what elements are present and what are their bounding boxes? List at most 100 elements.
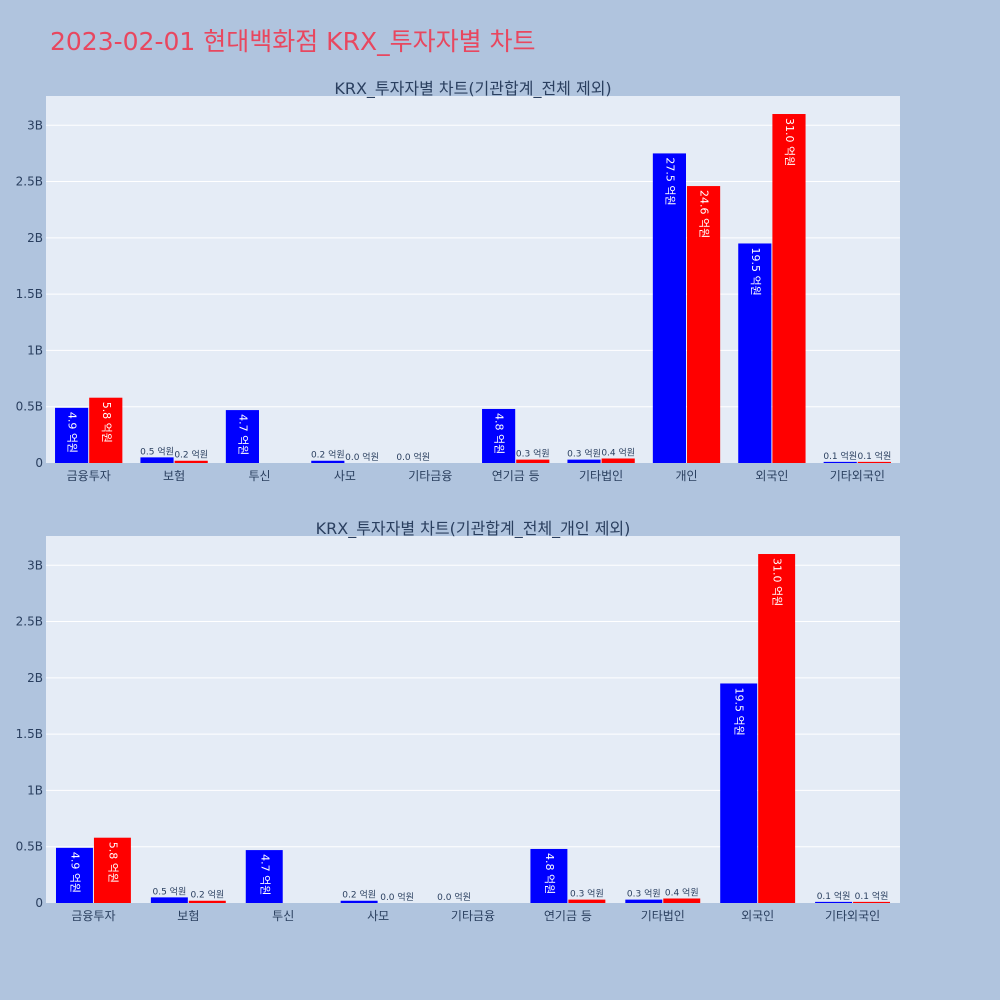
investor-chart-excluding-institution-and-individual: KRX_투자자별 차트(기관합계_전체_개인 제외) 0 0.5B 1B 1.5B 2B 2…	[16, 519, 900, 923]
bar	[857, 461, 891, 463]
bar	[815, 901, 853, 903]
bar-value-label: 0.3 억원	[570, 888, 604, 900]
bar-value-label: 0.3 억원	[567, 448, 601, 460]
bar	[567, 459, 601, 463]
bar	[758, 554, 796, 903]
bar	[225, 410, 259, 463]
bar-value-label: 0.2 억원	[174, 449, 208, 461]
bar-value-label: 24.6 억원	[698, 190, 711, 238]
bar-value-label: 0.4 억원	[665, 886, 699, 898]
y-tick-label: 0	[35, 456, 43, 470]
x-tick-label: 기타금융	[408, 469, 452, 483]
bar	[772, 114, 806, 463]
bar-value-label: 0.3 억원	[627, 888, 661, 900]
bar-value-label: 0.1 억원	[823, 450, 857, 462]
x-tick-label: 금융투자	[67, 469, 111, 483]
bar-value-label: 0.2 억원	[190, 889, 224, 901]
bar-value-label: 5.8 억원	[100, 402, 113, 443]
x-tick-label: 기타금융	[451, 909, 495, 923]
bar	[140, 457, 174, 463]
x-tick-label: 연기금 등	[544, 909, 592, 923]
bar	[482, 408, 516, 463]
x-tick-label: 투신	[272, 909, 294, 923]
x-tick-label: 외국인	[755, 469, 788, 483]
bar	[601, 458, 635, 463]
bar	[720, 683, 758, 903]
bar	[245, 850, 283, 903]
bar	[93, 837, 131, 903]
x-tick-label: 기타외국인	[830, 469, 885, 483]
bar	[311, 460, 345, 463]
x-tick-label: 개인	[675, 469, 697, 483]
bar-value-label: 5.8 억원	[106, 842, 119, 883]
y-tick-label: 3B	[27, 558, 43, 572]
x-tick-label: 기타외국인	[825, 909, 880, 923]
x-tick-label: 외국인	[741, 909, 774, 923]
bar-value-label: 0.0 억원	[396, 451, 430, 463]
bar-value-label: 0.5 억원	[140, 445, 174, 457]
y-tick-label: 1.5B	[16, 727, 43, 741]
x-tick-label: 보험	[163, 469, 185, 483]
bar	[568, 899, 606, 903]
y-tick-label: 2.5B	[16, 175, 43, 189]
chart-title: KRX_투자자별 차트(기관합계_전체 제외)	[334, 79, 611, 99]
y-tick-label: 1B	[27, 783, 43, 797]
bar	[150, 897, 188, 903]
bar-value-label: 4.9 억원	[68, 852, 81, 893]
y-tick-label: 1.5B	[16, 287, 43, 301]
x-tick-label: 보험	[177, 909, 199, 923]
bar-value-label: 0.2 억원	[311, 449, 345, 461]
bar	[530, 848, 568, 903]
y-tick-label: 0	[35, 896, 43, 910]
bar-value-label: 0.3 억원	[516, 448, 550, 460]
bar	[89, 397, 123, 463]
x-tick-label: 사모	[367, 909, 389, 923]
bar-value-label: 0.1 억원	[855, 890, 889, 902]
bar	[55, 847, 93, 903]
bar	[516, 459, 550, 463]
chart-title: KRX_투자자별 차트(기관합계_전체_개인 제외)	[316, 519, 631, 539]
y-tick-label: 2.5B	[16, 615, 43, 629]
x-tick-label: 사모	[334, 469, 356, 483]
bar-value-label: 19.5 억원	[733, 687, 746, 735]
x-tick-label: 투신	[248, 469, 270, 483]
bar-value-label: 4.9 억원	[66, 412, 79, 453]
bar-value-label: 0.1 억원	[858, 450, 892, 462]
page-title: 2023-02-01 현대백화점 KRX_투자자별 차트	[50, 27, 536, 56]
bar	[823, 461, 857, 463]
y-tick-label: 1B	[27, 343, 43, 357]
bar-value-label: 27.5 억원	[663, 157, 676, 205]
bar-value-label: 31.0 억원	[783, 118, 796, 166]
x-tick-label: 기타법인	[579, 469, 623, 483]
x-tick-label: 금융투자	[71, 909, 115, 923]
x-tick-label: 기타법인	[641, 909, 685, 923]
y-tick-label: 0.5B	[16, 400, 43, 414]
bar-value-label: 0.1 억원	[817, 890, 851, 902]
bar	[340, 900, 378, 903]
bar	[853, 901, 891, 903]
investor-chart-excluding-institution-total: KRX_투자자별 차트(기관합계_전체 제외) 0 0.5B 1B 1.5B 2B 2.5B…	[16, 79, 900, 483]
bar-value-label: 4.7 억원	[258, 854, 271, 895]
bar-value-label: 0.0 억원	[345, 451, 379, 463]
bar-value-label: 0.2 억원	[342, 889, 376, 901]
bar	[652, 153, 686, 463]
y-tick-label: 2B	[27, 671, 43, 685]
y-tick-label: 2B	[27, 231, 43, 245]
bar-value-label: 31.0 억원	[771, 558, 784, 606]
bar-value-label: 4.8 억원	[493, 413, 506, 454]
bar	[663, 898, 701, 903]
bar	[687, 186, 721, 463]
bar-value-label: 0.0 억원	[437, 891, 471, 903]
bar-value-label: 19.5 억원	[749, 247, 762, 295]
bar-value-label: 0.5 억원	[152, 885, 186, 897]
y-tick-label: 3B	[27, 118, 43, 132]
bar	[188, 900, 226, 903]
bar-value-label: 4.8 억원	[543, 853, 556, 894]
y-tick-label: 0.5B	[16, 840, 43, 854]
bar-value-label: 0.0 억원	[380, 891, 414, 903]
bar	[174, 460, 208, 463]
bar	[55, 407, 89, 463]
bar	[738, 243, 772, 463]
bar-value-label: 0.4 억원	[601, 446, 635, 458]
bar-value-label: 4.7 억원	[236, 414, 249, 455]
